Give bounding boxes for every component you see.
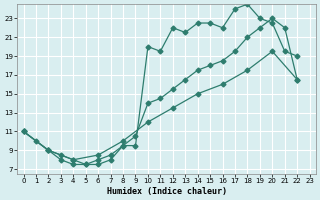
X-axis label: Humidex (Indice chaleur): Humidex (Indice chaleur) bbox=[107, 187, 227, 196]
